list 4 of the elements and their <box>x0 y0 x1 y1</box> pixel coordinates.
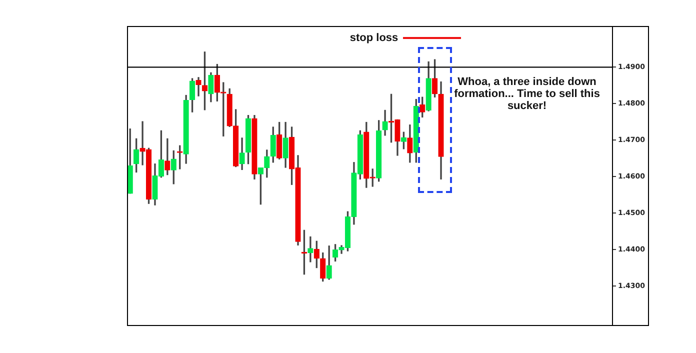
annotation: stop loss <box>350 32 398 44</box>
annotation: Whoa, a three inside down formation... Time to sell this sucker! <box>454 76 600 112</box>
candlestick <box>308 236 314 262</box>
candlestick <box>196 77 202 96</box>
